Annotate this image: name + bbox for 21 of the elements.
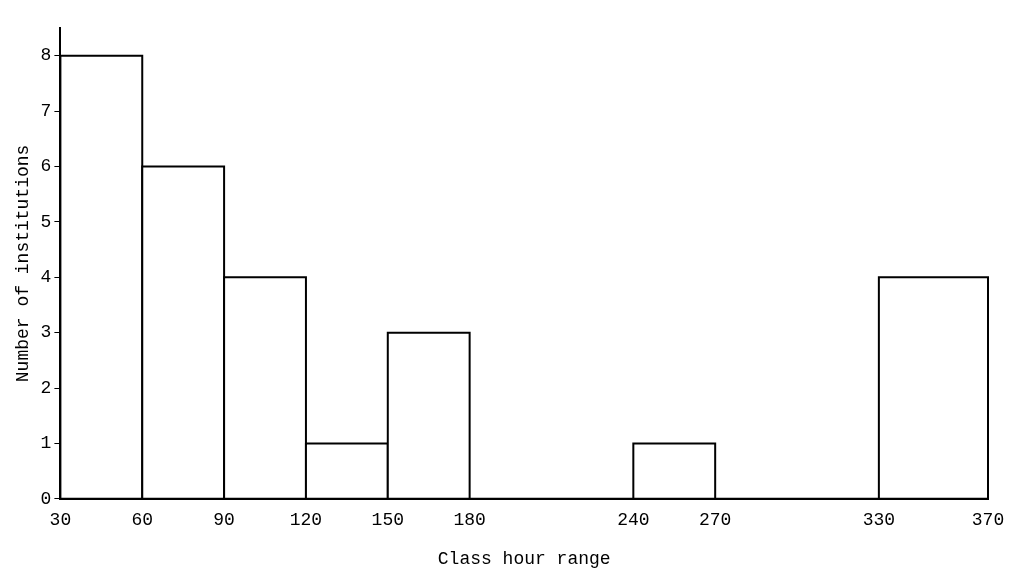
x-tick-label: 120	[289, 510, 323, 531]
y-tick-label: 4	[40, 267, 52, 288]
y-tick-label: 6	[40, 156, 52, 177]
x-tick-label: 60	[131, 510, 154, 531]
y-tick-label: 0	[40, 488, 52, 509]
x-tick-label: 150	[371, 510, 404, 531]
x-tick-label: 270	[698, 510, 732, 531]
x-tick-label: 240	[617, 510, 650, 531]
y-tick-label: 8	[40, 45, 52, 66]
x-tick-label: 370	[971, 510, 1005, 531]
y-tick-label: 5	[40, 211, 52, 232]
x-tick-label: 30	[49, 510, 72, 531]
x-tick-label: 90	[213, 510, 235, 531]
y-tick-label: 7	[40, 100, 52, 121]
x-axis-title: Class hour range	[437, 548, 611, 569]
x-tick-label: 330	[862, 510, 896, 531]
x-tick-label: 180	[453, 510, 486, 531]
y-tick-label: 1	[40, 433, 52, 454]
y-axis-title: Number of institutions	[12, 144, 33, 383]
y-tick-label: 3	[40, 322, 52, 343]
y-tick-label: 2	[40, 377, 52, 398]
